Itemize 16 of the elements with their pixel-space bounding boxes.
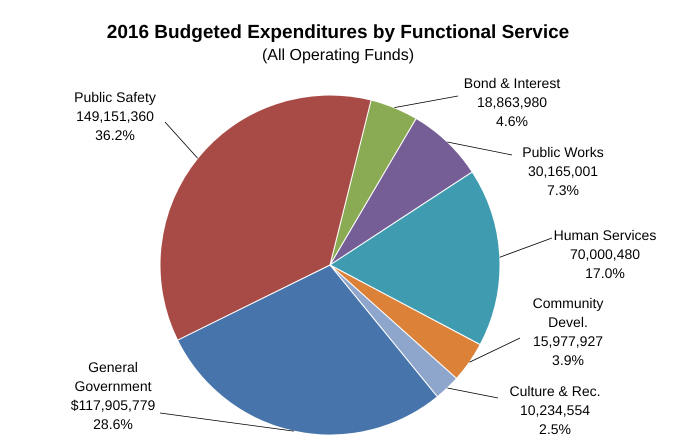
slice-label: Public Safety [74, 89, 156, 105]
slice-label: Public Works [522, 144, 604, 160]
slice-label: Culture & Rec. [509, 383, 601, 399]
data-label: 18,863,980 4.6% [476, 94, 548, 129]
slice-label: Bond & Interest [464, 75, 560, 91]
slice-label: Community Devel. [532, 295, 604, 330]
data-label: 149,151,360 36.2% [76, 108, 154, 143]
data-label: 30,165,001 7.3% [528, 163, 598, 198]
slice-label: General Government [74, 359, 152, 394]
data-label: 70,000,480 17.0% [570, 246, 640, 281]
chart-subtitle: (All Operating Funds) [262, 47, 414, 64]
data-label: 10,234,554 2.5% [520, 402, 590, 437]
data-label: 15,977,927 3.9% [532, 333, 604, 368]
data-label: $117,905,779 28.6% [70, 397, 156, 432]
slice-label: Human Services [554, 227, 656, 243]
chart-title: 2016 Budgeted Expenditures by Functional Service [106, 22, 570, 43]
